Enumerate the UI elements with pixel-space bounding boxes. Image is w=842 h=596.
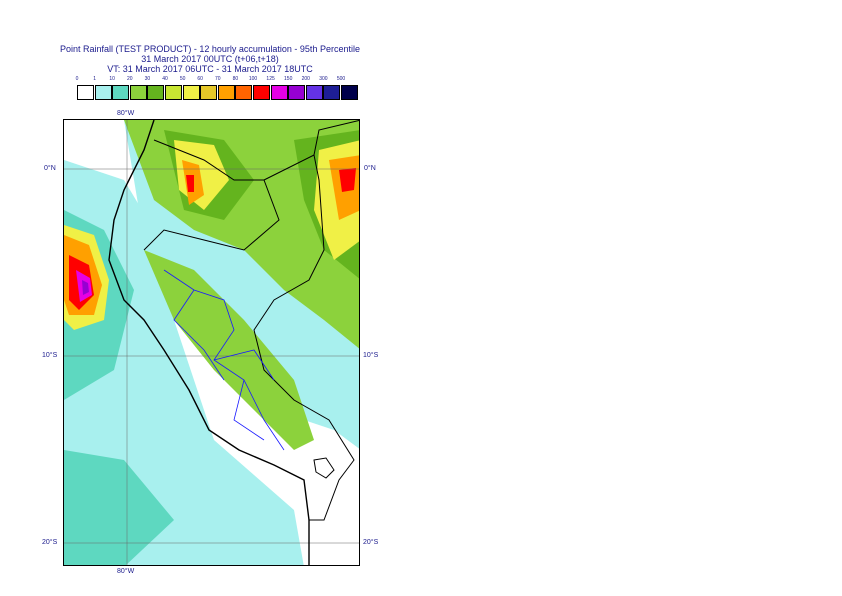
legend-swatch <box>112 85 130 100</box>
lat-label-right-0: 0°N <box>364 165 376 172</box>
legend-label: 125 <box>266 76 275 82</box>
legend-label: 40 <box>162 76 168 82</box>
legend-label: 150 <box>284 76 293 82</box>
lat-label-left-10: 10°S <box>42 352 58 359</box>
lon-label-bottom: 80°W <box>117 568 135 575</box>
legend-swatch <box>147 85 165 100</box>
legend-label: 200 <box>301 76 310 82</box>
lat-label-left-0: 0°N <box>44 165 56 172</box>
legend-label: 300 <box>319 76 328 82</box>
rain-area-green-andes <box>144 250 314 450</box>
regional-borders <box>163 269 285 451</box>
rain-cell-purple-west <box>82 280 89 295</box>
title-line-3: VT: 31 March 2017 06UTC - 31 March 2017 … <box>107 64 313 74</box>
coastline <box>108 120 310 565</box>
legend-label: 500 <box>336 76 346 82</box>
legend-label: 30 <box>144 76 151 82</box>
country-border-peru-east <box>253 154 355 521</box>
legend-label: 10 <box>109 76 115 82</box>
lon-label-top: 80°W <box>117 110 135 117</box>
legend-label: 80 <box>232 76 239 82</box>
rainfall-map <box>63 119 360 566</box>
country-border-ecuador <box>143 139 280 251</box>
lat-label-left-20: 20°S <box>42 539 58 546</box>
legend-swatch <box>305 85 323 100</box>
rain-core-red-east <box>339 168 356 192</box>
title-line-2: 31 March 2017 00UTC (t+06,t+18) <box>141 54 279 64</box>
legend-swatch <box>288 85 306 100</box>
legend-swatch <box>165 85 182 100</box>
legend-swatch <box>200 85 218 100</box>
legend-swatch <box>77 85 94 100</box>
country-border-colombia <box>313 120 359 156</box>
lake-titicaca <box>313 457 335 479</box>
legend-label: 0 <box>75 76 79 82</box>
title-line-1: Point Rainfall (TEST PRODUCT) - 12 hourl… <box>60 44 360 54</box>
legend-swatch <box>129 85 147 100</box>
legend-label: 50 <box>179 76 186 82</box>
legend-label: 20 <box>127 76 133 82</box>
legend-label: 100 <box>248 76 258 82</box>
legend-label: 1 <box>93 76 96 82</box>
rain-area-teal-2 <box>64 450 174 565</box>
legend-swatch <box>217 85 235 100</box>
legend-label: 60 <box>197 76 203 82</box>
legend-swatch <box>253 85 270 100</box>
legend-swatch <box>235 85 253 100</box>
legend-label: 70 <box>215 76 221 82</box>
legend-swatch <box>270 85 288 100</box>
legend-swatch <box>182 85 200 100</box>
lat-label-right-10: 10°S <box>363 352 379 359</box>
legend-swatch <box>323 85 341 100</box>
lat-label-right-20: 20°S <box>363 539 379 546</box>
rain-core-red-north <box>186 175 194 192</box>
legend-swatch <box>341 85 358 100</box>
legend-swatch <box>94 85 112 100</box>
